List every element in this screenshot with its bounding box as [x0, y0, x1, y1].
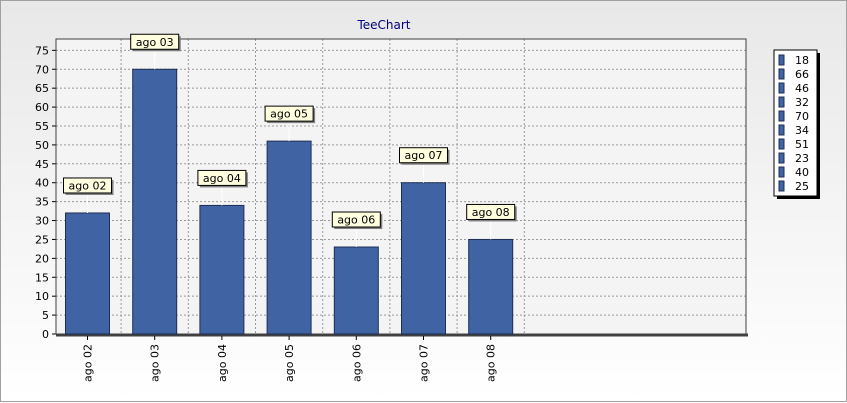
y-tick-label: 5 — [42, 309, 49, 322]
y-tick-label: 45 — [35, 158, 49, 171]
legend-item-label: 25 — [795, 180, 809, 193]
legend-item-label: 40 — [795, 166, 809, 179]
y-tick-label: 50 — [35, 139, 49, 152]
bar-mark-label: ago 05 — [270, 108, 308, 121]
x-tick-label: ago 02 — [82, 344, 95, 382]
bar — [401, 182, 446, 335]
x-tick-label: ago 05 — [283, 344, 296, 382]
mark-label-box — [63, 177, 112, 194]
legend-item-label: 66 — [795, 68, 809, 81]
legend-swatch — [778, 138, 785, 150]
y-tick-label: 30 — [35, 215, 49, 228]
x-tick-label: ago 07 — [418, 344, 431, 382]
y-tick-label: 0 — [42, 328, 49, 341]
y-tick-label: 40 — [35, 177, 49, 190]
bar-mark-label: ago 04 — [203, 172, 241, 185]
chart-title: TeeChart — [356, 18, 410, 32]
mark-label-box — [197, 169, 247, 186]
legend-item-label: 46 — [795, 82, 809, 95]
bar-mark-label: ago 03 — [136, 36, 174, 49]
legend-item-label: 32 — [795, 96, 809, 109]
y-tick-label: 20 — [35, 252, 49, 265]
legend-swatch — [778, 110, 785, 122]
mark-label-box — [264, 105, 314, 122]
legend-item-label: 70 — [795, 110, 809, 123]
plot-area: 0 5 10 15 20 25 30 35 40 45 50 55 60 65 70 75 ago 02 ago … — [35, 33, 748, 382]
y-tick-label: 25 — [35, 233, 49, 246]
bar — [333, 246, 379, 335]
bar-mark-label: ago 06 — [337, 214, 375, 227]
y-tick-label: 75 — [35, 44, 49, 57]
bar — [468, 238, 514, 335]
legend-swatch — [778, 96, 785, 108]
mark-label-box — [130, 33, 180, 50]
y-tick-label: 60 — [35, 101, 49, 114]
x-tick-label: ago 06 — [350, 344, 363, 382]
y-tick-label: 70 — [35, 63, 49, 76]
legend-swatch — [778, 82, 785, 94]
bar-mark-label: ago 02 — [69, 179, 107, 192]
bar — [132, 68, 178, 335]
bar — [65, 212, 110, 335]
x-tick-label: ago 04 — [216, 344, 229, 382]
y-tick-label: 55 — [35, 120, 49, 133]
legend-item-label: 23 — [795, 152, 809, 165]
legend-item-label: 18 — [795, 54, 809, 67]
bar — [266, 140, 312, 335]
legend-item-label: 51 — [795, 138, 809, 151]
y-tick-label: 10 — [35, 290, 49, 303]
bar-mark-label: ago 07 — [405, 149, 443, 162]
legend-swatch — [778, 180, 785, 192]
legend-swatch — [778, 152, 785, 164]
legend-item-label: 34 — [795, 124, 809, 137]
legend-swatch — [778, 166, 785, 178]
y-tick-label: 35 — [35, 196, 49, 209]
y-tick-label: 65 — [35, 82, 49, 95]
mark-label-box — [399, 147, 448, 164]
y-tick-label: 15 — [35, 271, 49, 284]
legend-swatch — [778, 124, 785, 136]
bar — [199, 204, 245, 335]
x-tick-label: ago 08 — [485, 344, 498, 382]
legend-swatch — [778, 54, 785, 66]
bar-mark-label: ago 08 — [472, 206, 510, 219]
mark-label-box — [466, 203, 516, 220]
x-tick-label: ago 03 — [149, 344, 162, 382]
mark-label-box — [331, 211, 381, 228]
legend-swatch — [778, 68, 785, 80]
